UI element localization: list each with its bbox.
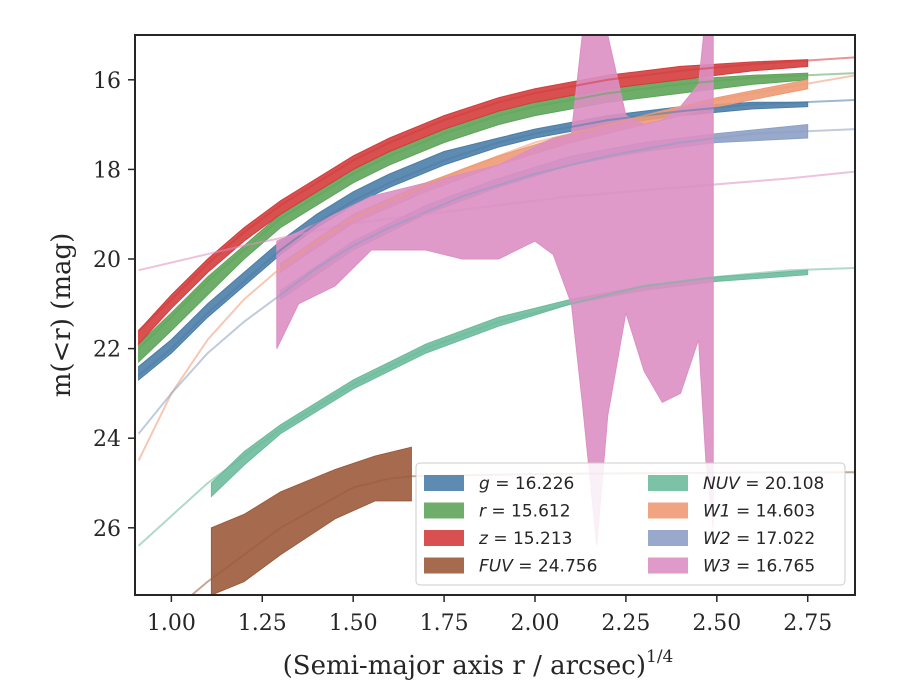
x-tick-label: 1.25 — [238, 611, 287, 636]
legend-swatch-nuv — [648, 475, 688, 491]
legend-label-r: r = 15.612 — [479, 502, 571, 522]
x-tick-label: 2.75 — [783, 611, 832, 636]
model-line-g — [137, 99, 855, 377]
plot-frame — [134, 34, 856, 596]
x-axis-label-superscript: 1/4 — [646, 647, 673, 667]
model-line-nuv — [137, 267, 855, 547]
x-tick-label: 2.00 — [511, 611, 560, 636]
legend-swatch-w1 — [648, 502, 688, 519]
y-tick-label: 26 — [93, 517, 121, 542]
legend-label-nuv: NUV = 20.108 — [703, 474, 824, 494]
y-tick-label: 18 — [93, 158, 121, 183]
y-tick-label: 20 — [93, 248, 121, 273]
legend: g = 16.226 r = 15.612 z = 15.213 FUV = 24.7… — [415, 462, 846, 586]
x-axis-label-text: (Semi-major axis r / arcsec) — [283, 651, 646, 681]
y-tick-label: 22 — [93, 338, 121, 363]
band-fuv — [210, 446, 412, 595]
x-axis-label: (Semi-major axis r / arcsec)1/4 — [283, 647, 674, 681]
y-tick-label: 24 — [93, 427, 121, 452]
model-line-w2 — [137, 128, 855, 435]
y-tick-label: 16 — [93, 69, 121, 94]
x-tick-label: 2.25 — [601, 611, 650, 636]
legend-swatch-r — [424, 502, 464, 519]
x-axis: 1.00 1.25 1.50 1.75 2.00 2.25 2.50 2.75 — [147, 595, 832, 636]
legend-swatch-w2 — [648, 530, 688, 546]
legend-label-z: z = 15.213 — [478, 529, 572, 549]
legend-box — [415, 462, 846, 586]
x-tick-label: 1.50 — [329, 611, 378, 636]
legend-label-fuv: FUV = 24.756 — [479, 557, 597, 577]
legend-swatch-g — [424, 475, 464, 491]
x-tick-label: 1.00 — [147, 611, 196, 636]
y-axis: 16 18 20 22 24 26 — [93, 69, 135, 542]
y-axis-label: m(<r) (mag) — [47, 233, 77, 398]
legend-swatch-w3 — [648, 557, 688, 574]
model-line-z — [137, 56, 855, 332]
legend-label-w3: W3 = 16.765 — [703, 557, 815, 577]
legend-swatch-fuv — [424, 557, 464, 574]
band-z — [138, 59, 809, 346]
legend-label-w2: W2 = 17.022 — [703, 529, 815, 549]
x-tick-label: 2.50 — [692, 611, 741, 636]
band-nuv — [210, 269, 809, 498]
legend-label-w1: W1 = 14.603 — [703, 502, 815, 522]
model-curves — [137, 56, 855, 595]
model-line-r — [137, 72, 855, 350]
model-line-w3 — [138, 170, 855, 272]
x-tick-label: 1.75 — [420, 611, 469, 636]
legend-swatch-z — [424, 530, 464, 546]
model-line-w1 — [137, 74, 855, 462]
legend-label-g: g = 16.226 — [479, 474, 574, 494]
uncertainty-bands — [138, 35, 809, 595]
